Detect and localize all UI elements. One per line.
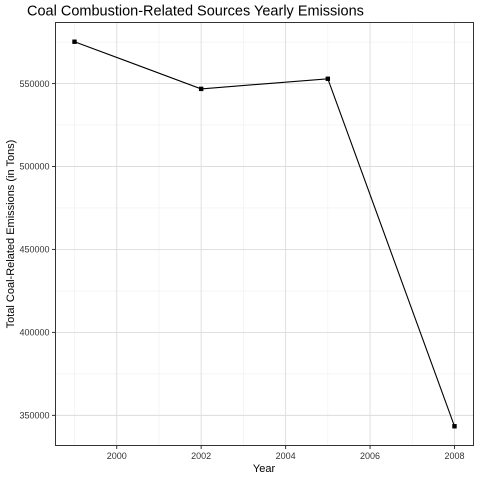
x-tick-label: 2004 bbox=[276, 451, 296, 461]
data-point bbox=[452, 424, 457, 429]
y-tick-labels: 350000 400000 450000 500000 550000 bbox=[19, 79, 49, 421]
x-tick-label: 2008 bbox=[444, 451, 464, 461]
y-tick-label: 350000 bbox=[19, 411, 49, 421]
x-tick-label: 2002 bbox=[191, 451, 211, 461]
axis-ticks bbox=[52, 83, 455, 449]
x-axis-label: Year bbox=[253, 463, 276, 475]
y-tick-label: 450000 bbox=[19, 245, 49, 255]
data-point bbox=[198, 86, 204, 92]
y-tick-label: 400000 bbox=[19, 328, 49, 338]
y-tick-label: 500000 bbox=[19, 162, 49, 172]
x-tick-label: 2000 bbox=[107, 451, 127, 461]
series-line bbox=[74, 41, 456, 427]
grid-lines bbox=[55, 22, 474, 446]
chart-title: Coal Combustion-Related Sources Yearly E… bbox=[27, 4, 364, 20]
data-point bbox=[325, 76, 331, 81]
y-axis-label: Total Coal-Related Emissions (in Tons) bbox=[5, 140, 17, 329]
x-tick-label: 2006 bbox=[360, 451, 380, 461]
y-tick-label: 550000 bbox=[19, 79, 49, 89]
series-layer bbox=[72, 39, 457, 429]
data-point bbox=[72, 39, 77, 44]
plot-panel bbox=[55, 22, 474, 446]
x-tick-labels: 2000 2002 2004 2006 2008 bbox=[107, 451, 465, 461]
